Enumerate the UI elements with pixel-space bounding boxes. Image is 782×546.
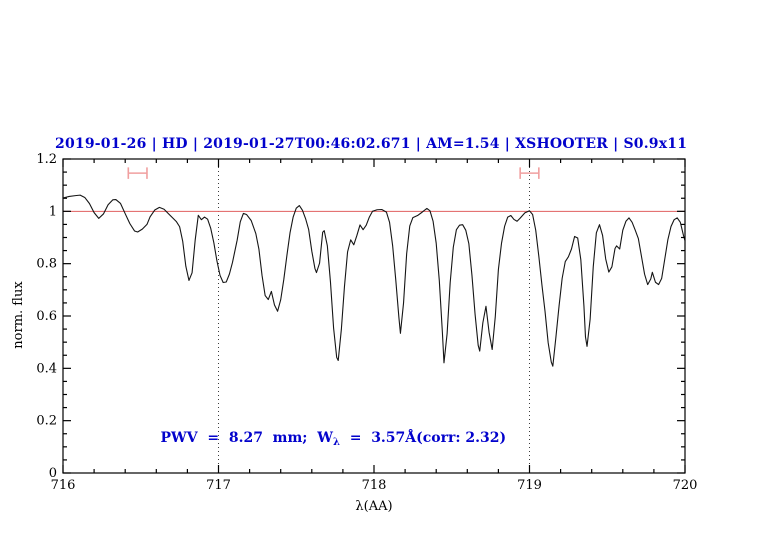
plot-title: 2019-01-26 | HD | 2019-01-27T00:46:02.67… [55, 136, 688, 152]
x-tick-label: 717 [206, 478, 231, 493]
x-tick-label: 719 [517, 478, 542, 493]
x-tick-label: 718 [362, 478, 387, 493]
pwv-annotation: PWV = 8.27 mm; Wλ = 3.57Å(corr: 2.32) [141, 414, 507, 464]
y-tick-label: 0.8 [36, 257, 57, 272]
y-tick-label: 0.2 [36, 414, 57, 429]
x-axis-label: λ(AA) [355, 499, 393, 514]
spectrum-curve [62, 194, 686, 367]
x-tick-label: 720 [673, 478, 698, 493]
y-tick-label: 0 [49, 466, 57, 481]
y-tick-label: 0.4 [36, 361, 57, 376]
y-tick-label: 0.6 [36, 309, 57, 324]
y-tick-label: 1 [49, 204, 57, 219]
pwv-annotation-subscript: λ [332, 437, 340, 448]
x-tick-label: 716 [51, 478, 76, 493]
y-tick-label: 1.2 [36, 152, 57, 167]
pwv-annotation-suffix: = 3.57Å(corr: 2.32) [339, 430, 507, 446]
y-axis-label: norm. flux [11, 281, 26, 349]
pwv-annotation-prefix: PWV = 8.27 mm; W [160, 430, 333, 446]
